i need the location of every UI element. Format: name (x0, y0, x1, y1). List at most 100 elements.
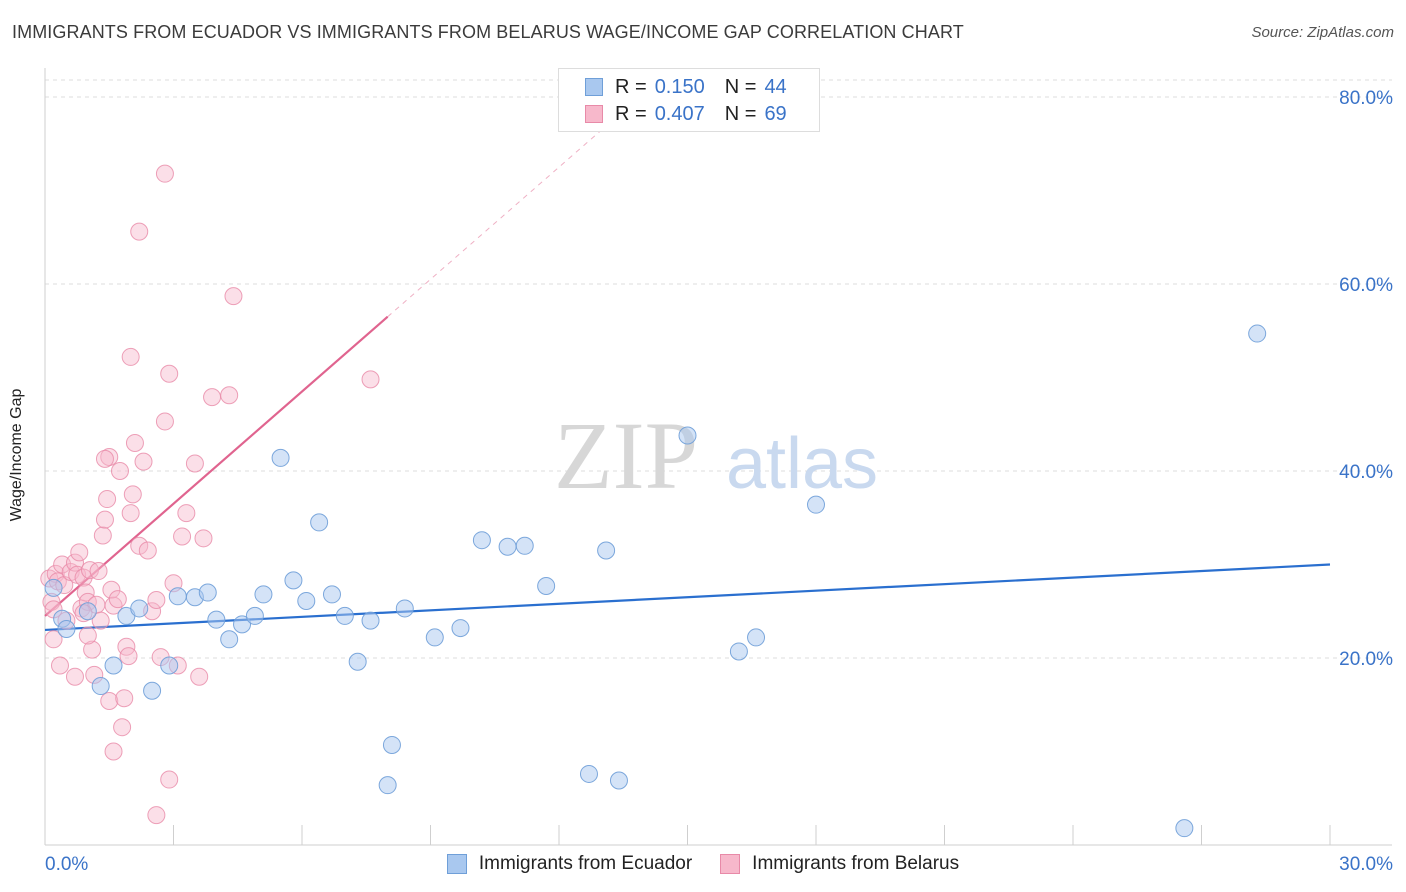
ecuador-point (198, 583, 217, 602)
y-tick-label: 80.0% (1339, 88, 1393, 109)
source-label: Source: ZipAtlas.com (1251, 24, 1394, 41)
belarus-point (70, 543, 89, 562)
r-value: 0.407 (654, 102, 705, 125)
belarus-point (121, 504, 140, 523)
belarus-point (177, 504, 196, 523)
n-value: 44 (764, 75, 787, 98)
belarus-point (95, 510, 114, 529)
x-tick-label: 0.0% (45, 854, 88, 875)
ecuador-point (678, 426, 697, 445)
legend-item-ecuador[interactable]: Immigrants from Ecuador (446, 853, 693, 875)
ecuador-point (220, 630, 239, 649)
belarus-point (185, 454, 204, 473)
belarus-point (98, 490, 117, 509)
ecuador-point (91, 677, 110, 696)
belarus-point (194, 529, 213, 548)
belarus-point (100, 692, 119, 711)
ecuador-point (361, 611, 380, 630)
belarus-point (91, 611, 110, 630)
ecuador-point (425, 628, 444, 647)
belarus-point (203, 388, 222, 407)
belarus-swatch (720, 854, 741, 874)
watermark-atlas: atlas (726, 424, 878, 504)
belarus-point (155, 164, 174, 183)
ecuador-point (104, 656, 123, 675)
ecuador-point (233, 615, 252, 634)
data-points (40, 164, 1267, 838)
belarus-point (125, 433, 144, 452)
belarus-point (89, 562, 108, 581)
n-label: N = (724, 102, 757, 125)
belarus-point (65, 667, 84, 686)
belarus-point (224, 287, 243, 306)
y-tick-label: 20.0% (1339, 649, 1393, 670)
belarus-point (155, 412, 174, 431)
n-label: N = (724, 75, 757, 98)
ecuador-point (378, 776, 397, 795)
y-tick-label: 40.0% (1339, 462, 1393, 483)
ecuador-point (579, 764, 598, 783)
ecuador-point (44, 578, 63, 597)
series-legend: Immigrants from Ecuador Immigrants from … (0, 853, 1406, 875)
legend-label-belarus: Immigrants from Belarus (752, 853, 960, 874)
ecuador-point (348, 652, 367, 671)
x-tick-label: 30.0% (1339, 854, 1393, 875)
belarus-point (115, 689, 134, 708)
ecuador-point (729, 642, 748, 661)
belarus-point (78, 626, 97, 645)
tick-labels: 20.0% 40.0% 60.0% 80.0% 0.0% 30.0% (45, 88, 1393, 875)
chart-title: IMMIGRANTS FROM ECUADOR VS IMMIGRANTS FR… (12, 22, 964, 42)
ecuador-point (284, 571, 303, 590)
n-value: 69 (764, 102, 787, 125)
ecuador-point (747, 628, 766, 647)
watermark-zip: ZIP (554, 402, 698, 509)
belarus-point (110, 462, 129, 480)
belarus-point (121, 347, 140, 366)
r-value: 0.150 (654, 75, 705, 98)
belarus-point (147, 591, 166, 610)
legend-row-ecuador: R = 0.150 N = 44 (585, 75, 787, 99)
r-label: R = (615, 102, 647, 125)
ecuador-point (609, 771, 628, 790)
y-axis-label: Wage/Income Gap (8, 388, 25, 522)
ecuador-point (335, 606, 354, 625)
belarus-point (113, 718, 132, 737)
belarus-point (130, 222, 149, 241)
y-tick-label: 60.0% (1339, 275, 1393, 296)
belarus-point (138, 541, 157, 560)
ecuador-point (310, 513, 329, 532)
trend-lines (44, 91, 1331, 632)
belarus-point (173, 527, 192, 546)
ecuador-point (271, 448, 290, 467)
belarus-point (130, 536, 149, 555)
ecuador-point (245, 606, 264, 625)
ecuador-point (57, 620, 76, 639)
belarus-point (44, 630, 63, 649)
ecuador-point (451, 619, 470, 638)
belarus-point (361, 370, 380, 389)
belarus-point (134, 452, 153, 471)
belarus-point (123, 485, 142, 504)
ecuador-point (143, 681, 162, 700)
belarus-swatch (585, 105, 603, 123)
belarus-point (119, 647, 138, 666)
ecuador-point (160, 656, 179, 675)
belarus-point (83, 640, 102, 659)
belarus-point (102, 580, 121, 599)
belarus-point (74, 568, 93, 587)
ecuador-point (130, 599, 149, 618)
ecuador-point (1248, 324, 1267, 343)
correlation-legend: R = 0.150 N = 44 R = 0.407 N = 69 (558, 68, 820, 132)
ecuador-point (322, 585, 341, 604)
legend-row-belarus: R = 0.407 N = 69 (585, 102, 787, 126)
legend-item-belarus[interactable]: Immigrants from Belarus (720, 853, 959, 875)
trend-line-belarus (44, 315, 389, 617)
axes (44, 68, 1392, 846)
watermark: ZIP atlas (554, 402, 878, 509)
belarus-point (190, 667, 209, 686)
legend-label-ecuador: Immigrants from Ecuador (478, 853, 693, 874)
ecuador-point (297, 591, 316, 610)
belarus-point (50, 656, 69, 675)
ecuador-point (807, 495, 825, 514)
ecuador-point (597, 541, 616, 560)
